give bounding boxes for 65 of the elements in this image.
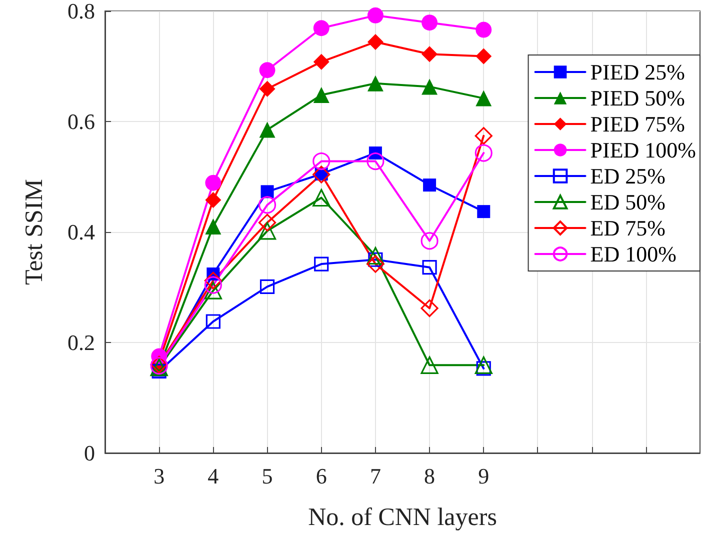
point (367, 7, 384, 24)
y-tick-label: 0 (84, 440, 95, 466)
x-tick-label: 6 (316, 464, 327, 488)
point (204, 276, 222, 294)
point (477, 205, 490, 218)
point (205, 174, 222, 191)
point (423, 178, 436, 192)
legend-label: ED 75% (590, 216, 666, 240)
point (366, 255, 384, 273)
point (420, 232, 438, 250)
point (312, 188, 330, 207)
point (260, 185, 274, 198)
legend-label: PIED 50% (590, 86, 686, 110)
point (422, 260, 437, 275)
point (312, 152, 330, 170)
point (474, 356, 492, 374)
legend-label: PIED 25% (590, 60, 686, 84)
point (205, 218, 222, 234)
point (204, 272, 222, 290)
legend-label: ED 100% (590, 242, 676, 266)
point (314, 256, 329, 272)
point (422, 78, 438, 95)
x-tick-label: 9 (478, 464, 490, 488)
legend-label: ED 25% (590, 164, 666, 188)
point (204, 282, 222, 300)
point (366, 152, 384, 170)
point (422, 46, 438, 62)
point (258, 196, 276, 214)
point (258, 214, 276, 232)
legend-label: ED 50% (590, 190, 666, 214)
point (259, 122, 276, 138)
y-tick-label: 0.6 (68, 109, 95, 134)
point (366, 246, 384, 265)
point (313, 54, 330, 70)
point (259, 62, 276, 78)
x-tick-label: 8 (424, 464, 436, 488)
point (313, 86, 330, 103)
point (367, 75, 384, 92)
point (476, 90, 492, 106)
x-tick-label: 3 (154, 464, 165, 488)
point (420, 356, 438, 374)
point (422, 14, 438, 31)
point (476, 22, 492, 38)
y-tick-label: 0.4 (68, 220, 95, 244)
x-tick-label: 5 (262, 464, 273, 488)
y-tick-label: 0.2 (68, 330, 95, 355)
point (367, 34, 384, 50)
x-tick-label: 4 (208, 464, 219, 488)
point (258, 222, 276, 240)
point (313, 20, 330, 36)
y-tick-label: 0.8 (68, 0, 95, 24)
point (474, 127, 492, 145)
x-tick-label: 7 (370, 464, 381, 488)
point (420, 299, 438, 318)
point (312, 166, 330, 184)
point (206, 314, 220, 329)
point (474, 144, 492, 162)
legend-label: PIED 75% (590, 112, 686, 136)
x-axis-title: No. of CNN layers (308, 504, 497, 531)
legend-label: PIED 100% (590, 138, 696, 162)
y-axis-title: Test SSIM (21, 179, 48, 285)
point (259, 80, 276, 97)
point (476, 48, 492, 64)
point (260, 279, 275, 294)
point (205, 192, 222, 208)
